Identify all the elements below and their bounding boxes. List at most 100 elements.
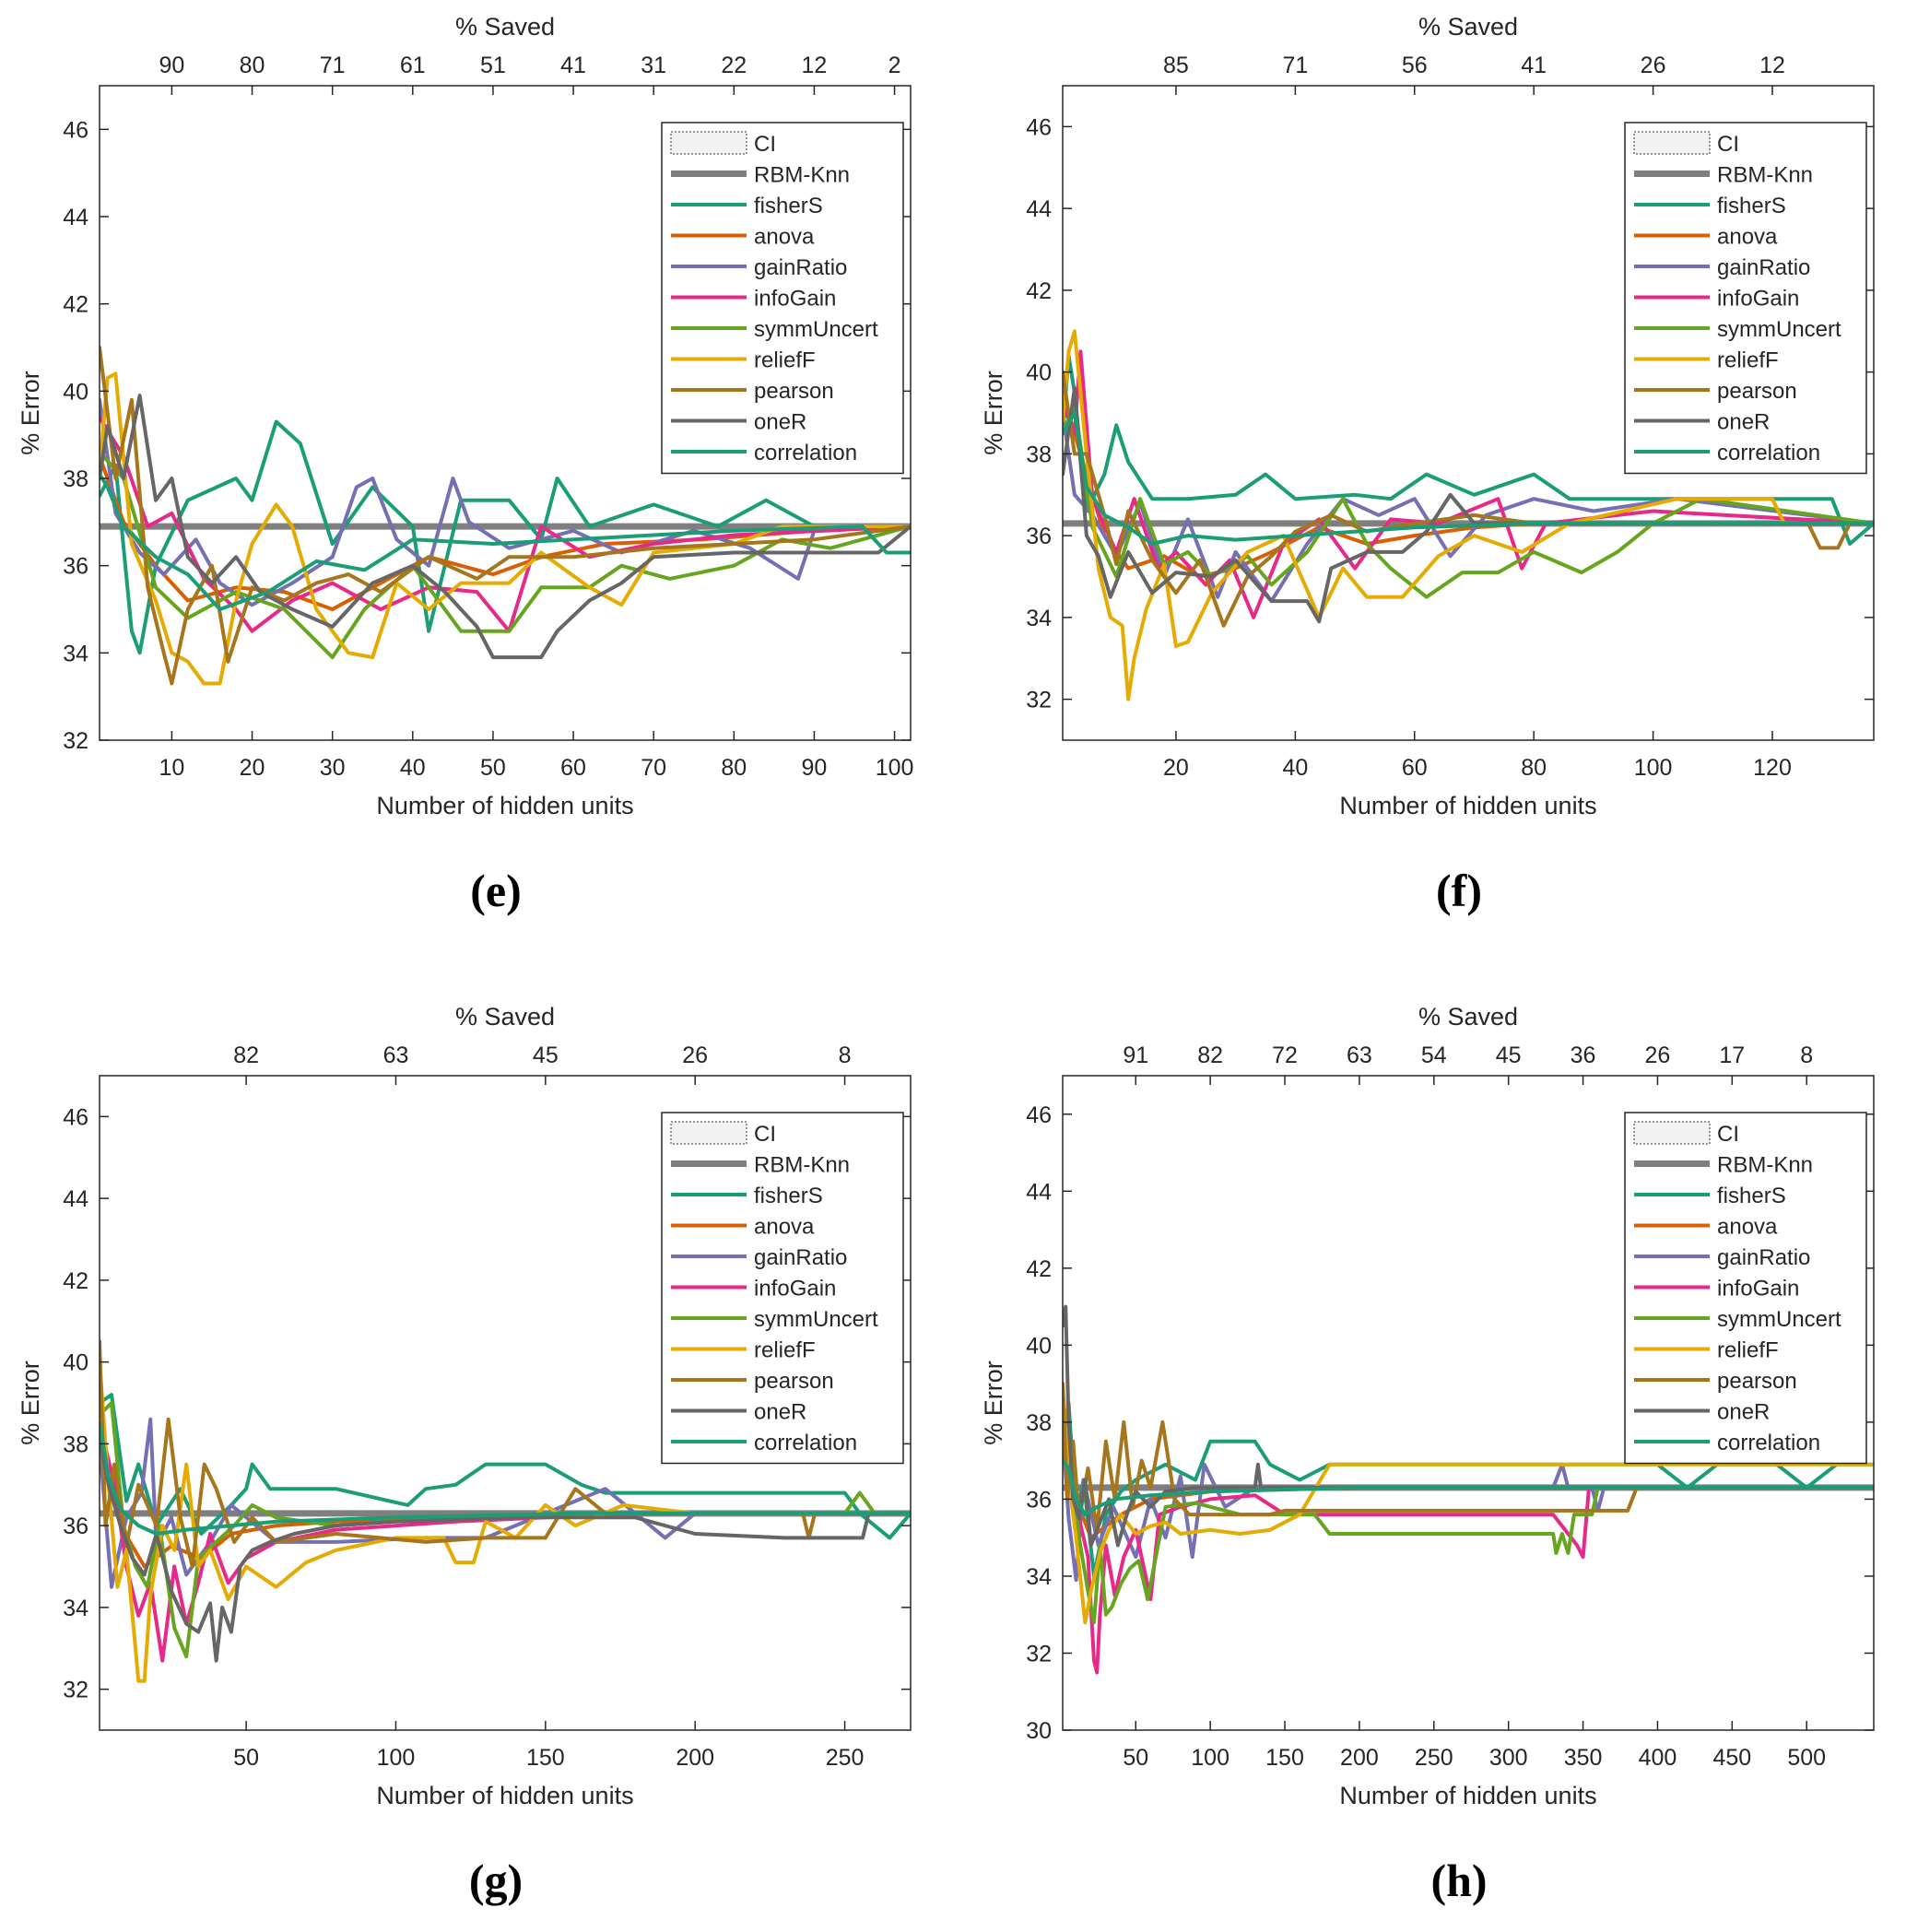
x-tick-label: 80 (721, 755, 747, 781)
top-tick-label: 22 (721, 53, 747, 78)
x-tick-label: 70 (641, 755, 666, 781)
top-axis-label: % Saved (1418, 13, 1518, 41)
legend-label-infoGain: infoGain (754, 1277, 836, 1302)
y-tick-label: 38 (1026, 1410, 1052, 1436)
y-tick-label: 30 (1026, 1718, 1052, 1744)
legend-label-pearson: pearson (1717, 379, 1797, 404)
legend-label-gainRatio: gainRatio (1717, 1245, 1810, 1270)
series-line-infoGain (1063, 349, 1874, 619)
y-axis-label: % Error (17, 371, 44, 455)
top-tick-label: 12 (1759, 53, 1785, 78)
top-tick-label: 72 (1272, 1043, 1298, 1068)
top-tick-label: 80 (240, 53, 265, 78)
top-tick-label: 41 (560, 53, 586, 78)
top-tick-label: 31 (641, 53, 666, 78)
y-tick-label: 42 (1026, 278, 1052, 304)
y-tick-label: 34 (63, 641, 88, 666)
top-tick-label: 12 (802, 53, 828, 78)
y-tick-label: 34 (1026, 606, 1052, 631)
legend-swatch-CI (1633, 131, 1711, 155)
series-line-correlation (1063, 1458, 1874, 1517)
series-line-reliefF (100, 1360, 911, 1683)
top-tick-label: 26 (1641, 53, 1666, 78)
top-tick-label: 45 (533, 1043, 559, 1068)
series-line-symmUncert (1063, 403, 1874, 599)
axes-box (1062, 85, 1875, 741)
x-tick-label: 100 (1634, 755, 1673, 781)
x-tick-label: 200 (1340, 1745, 1379, 1771)
legend-label-oneR: oneR (1717, 410, 1770, 435)
panel-caption: (f) (1436, 865, 1482, 916)
top-tick-label: 8 (839, 1043, 852, 1068)
legend-label-RBM-Knn: RBM-Knn (754, 163, 850, 188)
x-tick-label: 500 (1787, 1745, 1826, 1771)
x-axis-label: Number of hidden units (376, 1782, 633, 1809)
top-axis-label: % Saved (1418, 1003, 1518, 1031)
y-tick-label: 32 (63, 1678, 88, 1703)
legend-label-fisherS: fisherS (754, 1184, 823, 1208)
x-tick-label: 40 (1282, 755, 1308, 781)
x-tick-label: 30 (320, 755, 346, 781)
top-tick-label: 90 (159, 53, 185, 78)
x-tick-label: 250 (1415, 1745, 1453, 1771)
series-group (1063, 329, 1874, 701)
x-tick-label: 250 (826, 1745, 865, 1771)
legend-label-reliefF: reliefF (754, 1338, 816, 1363)
legend-label-infoGain: infoGain (754, 287, 836, 312)
x-tick-label: 50 (480, 755, 506, 781)
legend-label-fisherS: fisherS (754, 194, 823, 218)
top-tick-label: 82 (233, 1043, 259, 1068)
legend-label-infoGain: infoGain (1717, 1277, 1799, 1302)
legend: CI RBM-Knn fisherS anova gainRatio infoGain sy… (1624, 1112, 1867, 1465)
x-tick-label: 100 (377, 1745, 416, 1771)
legend-label-reliefF: reliefF (754, 348, 816, 373)
y-tick-label: 38 (63, 466, 88, 492)
legend-label-symmUncert: symmUncert (1717, 1307, 1841, 1332)
legend-swatch-CI (1633, 1121, 1711, 1145)
y-tick-label: 44 (63, 1186, 88, 1212)
panel-h: 50 100 150 200 250 300 350 400 450 500 91 82 72 63 54 4… (980, 1003, 1875, 1906)
top-tick-label: 85 (1163, 53, 1189, 78)
y-tick-label: 42 (1026, 1256, 1052, 1282)
legend-label-correlation: correlation (1717, 441, 1820, 465)
x-tick-label: 120 (1753, 755, 1792, 781)
top-tick-label: 45 (1496, 1043, 1522, 1068)
x-tick-label: 40 (400, 755, 426, 781)
y-tick-label: 46 (63, 1104, 88, 1130)
top-tick-label: 36 (1571, 1043, 1596, 1068)
y-tick-label: 46 (63, 117, 88, 143)
legend-label-RBM-Knn: RBM-Knn (754, 1153, 850, 1178)
legend-label-CI: CI (1717, 132, 1739, 157)
x-tick-label: 10 (159, 755, 185, 781)
legend-swatch-CI (670, 131, 747, 155)
legend-label-oneR: oneR (754, 410, 806, 435)
top-tick-label: 26 (1645, 1043, 1671, 1068)
x-tick-label: 20 (240, 755, 265, 781)
legend-label-symmUncert: symmUncert (754, 1307, 878, 1332)
top-tick-label: 63 (1347, 1043, 1372, 1068)
legend-label-gainRatio: gainRatio (754, 1245, 847, 1270)
y-tick-label: 32 (63, 728, 88, 754)
series-line-correlation (100, 1421, 911, 1536)
legend-swatch-CI (670, 1121, 747, 1145)
legend-label-RBM-Knn: RBM-Knn (1717, 1153, 1813, 1178)
top-tick-label: 26 (682, 1043, 708, 1068)
x-tick-label: 50 (233, 1745, 259, 1771)
top-axis-label: % Saved (455, 13, 555, 41)
legend-label-gainRatio: gainRatio (1717, 255, 1810, 280)
legend-label-correlation: correlation (754, 1431, 857, 1455)
x-tick-label: 60 (560, 755, 586, 781)
x-tick-label: 50 (1123, 1745, 1148, 1771)
axes-box (1062, 1075, 1875, 1731)
series-line-correlation (1063, 411, 1874, 546)
y-tick-label: 34 (1026, 1564, 1052, 1590)
series-line-symmUncert (100, 450, 911, 660)
y-tick-label: 40 (63, 1350, 88, 1376)
panel-caption: (e) (470, 865, 522, 916)
y-tick-label: 40 (1026, 1333, 1052, 1359)
series-line-reliefF (1063, 1382, 1874, 1625)
legend-label-CI: CI (1717, 1122, 1739, 1147)
top-tick-label: 8 (1800, 1043, 1813, 1068)
legend-label-infoGain: infoGain (1717, 287, 1799, 312)
